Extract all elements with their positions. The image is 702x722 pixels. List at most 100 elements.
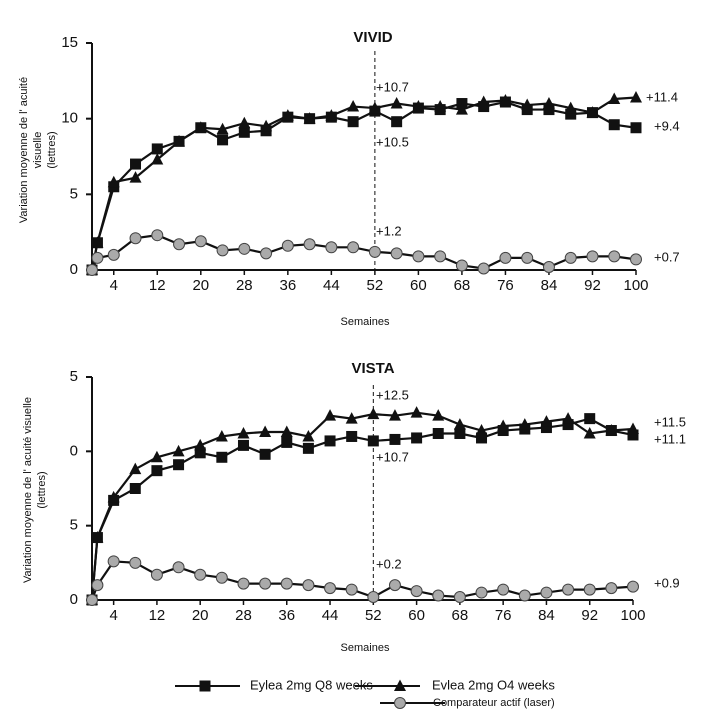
circle-marker — [542, 260, 555, 273]
triangle-marker — [280, 425, 293, 438]
x-tick-label: 92 — [581, 607, 598, 624]
square-marker — [324, 435, 336, 447]
square-marker — [432, 427, 444, 439]
triangle-marker — [586, 106, 599, 118]
x-tick-label: 76 — [495, 607, 512, 624]
triangle-marker — [564, 101, 577, 114]
circle-marker — [518, 589, 531, 602]
triangle-marker — [540, 415, 553, 427]
circle-marker — [238, 242, 251, 255]
circle-marker — [475, 586, 488, 599]
circle-marker — [194, 235, 207, 248]
circle-marker — [521, 251, 534, 264]
square-marker — [302, 442, 314, 454]
circle-marker — [410, 585, 423, 598]
circle-marker — [172, 561, 185, 574]
triangle-marker — [583, 426, 596, 439]
triangle-marker — [194, 438, 207, 451]
x-tick-label: 60 — [408, 607, 425, 624]
y-axis-label: (lettres) — [36, 471, 48, 508]
legend-label: Eylea 2mg Q8 weeks — [250, 677, 373, 692]
circle-marker — [259, 577, 272, 590]
square-marker — [194, 447, 206, 459]
triangle-marker — [302, 429, 315, 442]
triangle-marker — [216, 122, 229, 135]
triangle-marker — [630, 90, 642, 103]
x-tick-label: 52 — [365, 607, 382, 624]
y-tick-label: 5 — [70, 368, 78, 385]
annotation: +0.9 — [654, 575, 680, 590]
series-line — [90, 411, 634, 601]
triangle-marker — [368, 101, 381, 114]
triangle-marker — [260, 119, 273, 132]
triangle-marker — [281, 109, 294, 121]
triangle-marker — [367, 407, 380, 420]
circle-marker — [453, 591, 466, 604]
square-marker — [476, 432, 488, 444]
triangle-marker — [107, 490, 120, 503]
x-tick-label: 28 — [236, 277, 253, 294]
triangle-marker — [91, 236, 104, 248]
y-tick-label: 5 — [70, 517, 78, 534]
circle-marker — [562, 583, 575, 596]
circle-marker — [434, 250, 447, 263]
x-tick-label: 4 — [109, 607, 117, 624]
circle-marker — [91, 579, 104, 592]
triangle-marker — [455, 103, 468, 115]
y-tick-label: 0 — [70, 442, 78, 459]
circle-marker — [477, 262, 490, 275]
circle-marker — [324, 582, 337, 595]
x-tick-label: 4 — [110, 277, 118, 294]
triangle-marker — [303, 112, 316, 124]
y-axis-label: Variation moyenne de l' acuité — [18, 77, 30, 223]
annotation: +0.2 — [376, 556, 402, 571]
annotation: +10.7 — [376, 449, 409, 464]
triangle-marker — [432, 409, 445, 421]
triangle-marker — [412, 100, 425, 112]
circle-marker — [345, 583, 358, 596]
circle-marker — [303, 238, 316, 251]
square-marker — [411, 432, 423, 444]
y-tick-label: 5 — [70, 185, 78, 202]
x-tick-label: 68 — [454, 277, 471, 294]
annotation: +11.5 — [654, 414, 686, 429]
legend-marker — [394, 679, 406, 691]
x-tick-label: 20 — [192, 607, 209, 624]
x-tick-label: 36 — [278, 607, 295, 624]
circle-marker — [540, 586, 553, 599]
square-marker — [238, 126, 250, 138]
x-axis-label: Semaines — [341, 316, 390, 328]
x-tick-label: 60 — [410, 277, 427, 294]
x-axis-label: Semaines — [341, 642, 390, 654]
legend-label: Evlea 2mg O4 weeks — [432, 677, 555, 692]
square-marker — [237, 439, 249, 451]
circle-marker — [280, 577, 293, 590]
x-tick-label: 84 — [538, 607, 555, 624]
triangle-marker — [608, 92, 621, 104]
x-tick-label: 36 — [279, 277, 296, 294]
circle-marker — [260, 247, 273, 260]
y-axis-label: visuelle — [32, 132, 44, 169]
annotation: +9.4 — [654, 118, 680, 133]
circle-marker — [237, 577, 250, 590]
y-axis-label: (lettres) — [46, 131, 58, 168]
square-marker — [151, 143, 163, 155]
circle-marker — [583, 583, 596, 596]
square-marker — [259, 448, 271, 460]
triangle-marker — [627, 422, 639, 435]
chart-title: VIVID — [353, 29, 392, 46]
circle-marker — [455, 259, 468, 272]
square-marker — [173, 459, 185, 471]
circle-marker — [347, 241, 360, 254]
annotation: +12.5 — [376, 387, 409, 402]
triangle-marker — [259, 425, 272, 438]
triangle-marker — [477, 95, 490, 108]
triangle-marker — [172, 444, 185, 457]
triangle-marker — [434, 100, 447, 112]
triangle-marker — [107, 175, 120, 188]
circle-marker — [325, 241, 338, 254]
y-axis-label: Variation moyenne de l' acuité visuelle — [22, 397, 34, 583]
annotation: +0.7 — [654, 249, 680, 264]
x-tick-label: 44 — [322, 607, 339, 624]
square-marker — [281, 436, 293, 448]
